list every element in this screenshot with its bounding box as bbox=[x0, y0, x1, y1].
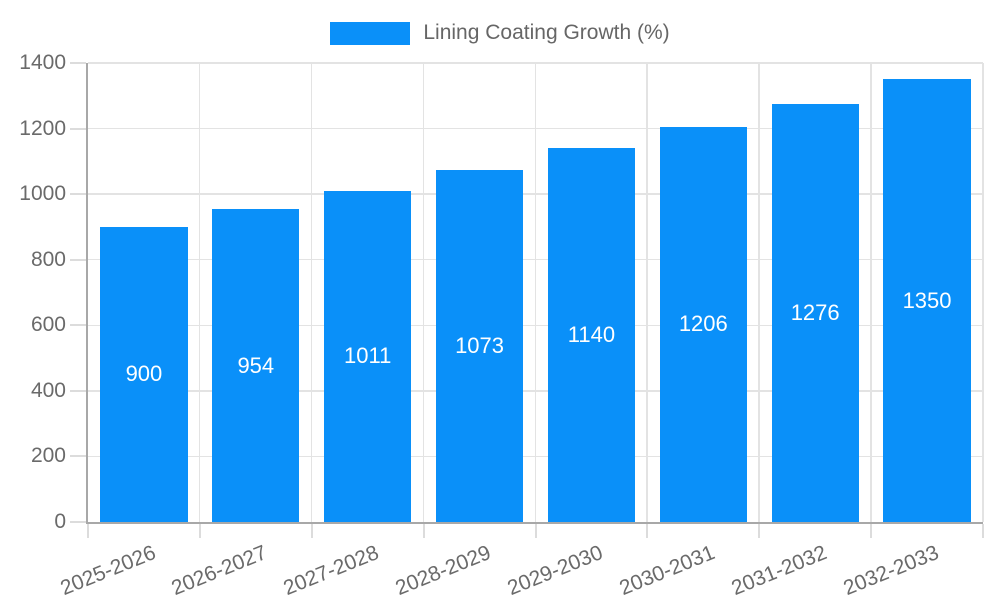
y-axis-tick bbox=[70, 258, 86, 261]
bar bbox=[771, 103, 859, 522]
x-axis-tick-label: 2026-2027 bbox=[168, 541, 271, 600]
plot-area: 900 954 1011 1073 1140 1206 1276 1350 bbox=[86, 62, 984, 524]
bar-value-label: 1011 bbox=[344, 343, 392, 369]
bar-value-label: 954 bbox=[237, 352, 275, 378]
y-axis-tick-label: 1200 bbox=[19, 116, 66, 140]
y-axis-tick-label: 200 bbox=[30, 444, 66, 468]
bar-value-label: 1140 bbox=[567, 322, 616, 348]
bar bbox=[435, 170, 524, 522]
x-axis-tick bbox=[870, 524, 873, 538]
x-gridline bbox=[982, 63, 984, 522]
y-axis-tick-label: 400 bbox=[30, 378, 66, 402]
bar-value-label: 900 bbox=[125, 361, 163, 387]
y-axis-tick-label: 1400 bbox=[19, 51, 66, 74]
bar bbox=[212, 209, 300, 522]
legend[interactable]: Lining Coating Growth (%) bbox=[0, 21, 1000, 45]
x-gridline bbox=[758, 63, 760, 522]
legend-swatch[interactable] bbox=[330, 21, 411, 45]
bar bbox=[883, 79, 971, 522]
x-axis-tick bbox=[646, 524, 649, 538]
x-gridline bbox=[198, 63, 201, 522]
y-axis-tick-label: 800 bbox=[30, 247, 66, 271]
y-axis-tick bbox=[70, 455, 86, 458]
x-gridline bbox=[646, 63, 648, 522]
x-axis-tick-label: 2027-2028 bbox=[280, 541, 383, 600]
y-axis-tick-label: 600 bbox=[30, 313, 66, 337]
y-axis-tick bbox=[70, 193, 86, 196]
bar-value-label: 1350 bbox=[902, 287, 952, 313]
bar-value-label: 1073 bbox=[455, 333, 505, 359]
legend-label: Lining Coating Growth (%) bbox=[423, 21, 670, 44]
x-axis-tick bbox=[982, 524, 984, 538]
y-axis-tick bbox=[70, 127, 86, 130]
x-axis-tick bbox=[198, 524, 201, 538]
x-axis-tick-label: 2028-2029 bbox=[392, 541, 495, 600]
x-gridline bbox=[870, 63, 872, 522]
x-gridline bbox=[310, 63, 313, 522]
y-axis-tick-label: 1000 bbox=[19, 182, 66, 206]
y-axis-tick bbox=[70, 389, 86, 392]
y-axis-tick bbox=[70, 62, 86, 64]
x-axis-tick-label: 2032-2033 bbox=[839, 541, 942, 600]
x-axis-tick bbox=[534, 524, 537, 538]
x-axis-tick bbox=[758, 524, 761, 538]
x-axis-tick-label: 2025-2026 bbox=[56, 541, 159, 600]
bar-value-label: 1276 bbox=[790, 299, 840, 325]
bar-value-label: 1206 bbox=[678, 311, 728, 337]
x-axis-tick bbox=[310, 524, 313, 538]
x-axis-tick bbox=[87, 524, 89, 538]
bar bbox=[100, 226, 188, 522]
x-axis-tick bbox=[422, 524, 425, 538]
x-axis-tick-label: 2031-2032 bbox=[728, 541, 830, 600]
x-axis-tick-label: 2030-2031 bbox=[616, 541, 718, 600]
x-gridline bbox=[534, 63, 536, 522]
y-axis-tick bbox=[70, 324, 86, 327]
bar bbox=[659, 126, 747, 522]
x-gridline bbox=[422, 63, 425, 522]
x-axis-tick-label: 2029-2030 bbox=[504, 541, 607, 600]
bar bbox=[547, 148, 636, 522]
bar bbox=[324, 190, 412, 522]
y-axis-tick bbox=[70, 521, 86, 523]
y-axis-tick-label: 0 bbox=[54, 510, 66, 533]
